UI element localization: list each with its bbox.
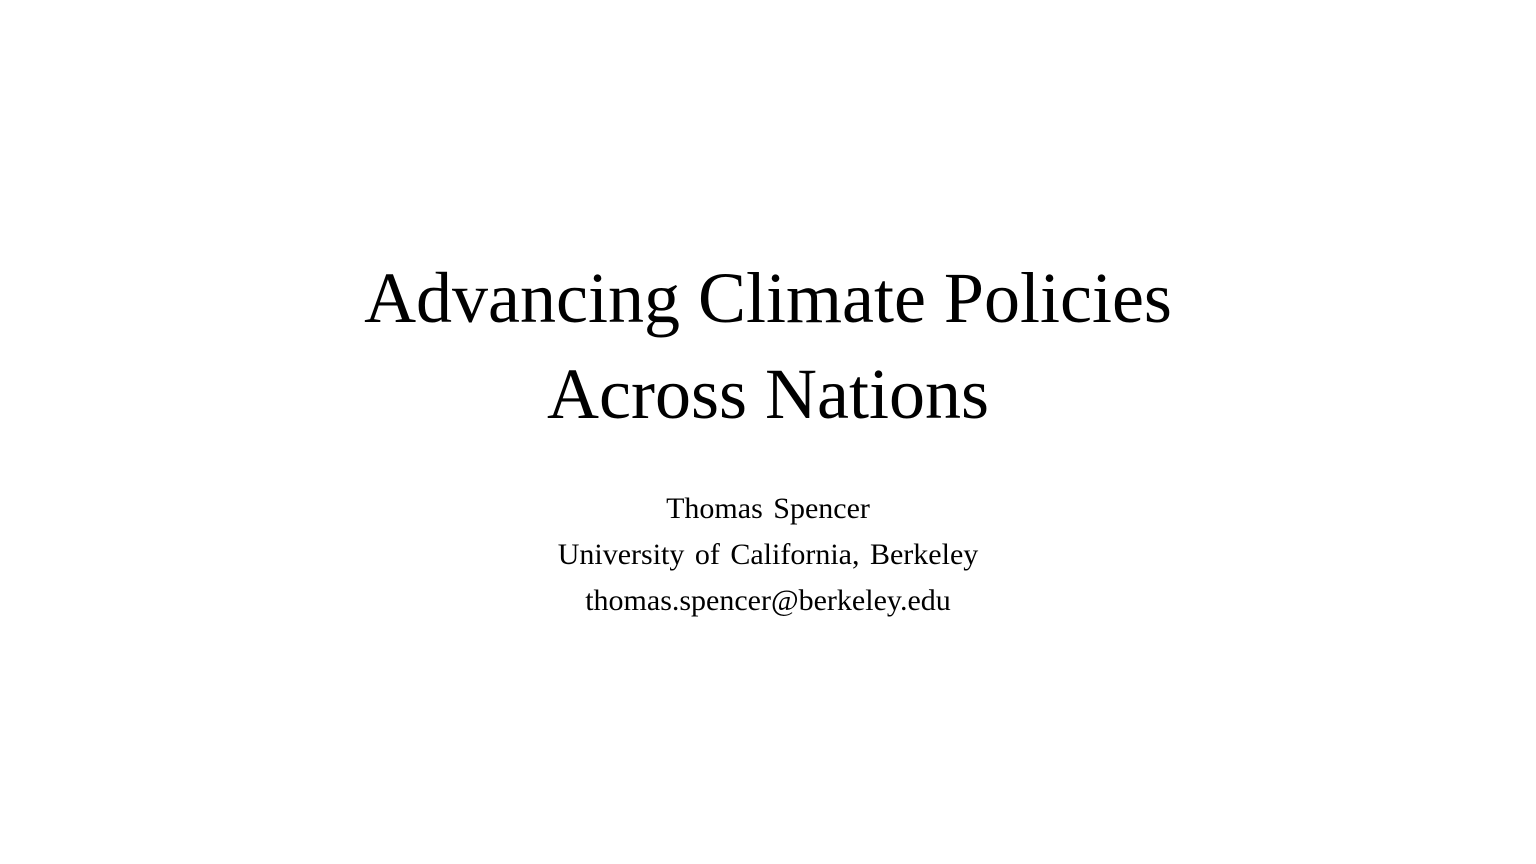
author-email: thomas.spencer@berkeley.edu <box>585 584 951 617</box>
author-affiliation: University of California, Berkeley <box>557 538 979 571</box>
slide-subtitle: Thomas Spencer University of California,… <box>0 486 1536 624</box>
title-line-2: Across Nations <box>547 354 989 434</box>
slide-title: Advancing Climate Policies Across Nation… <box>0 250 1536 442</box>
author-name: Thomas Spencer <box>666 492 870 525</box>
title-line-1: Advancing Climate Policies <box>364 258 1172 338</box>
